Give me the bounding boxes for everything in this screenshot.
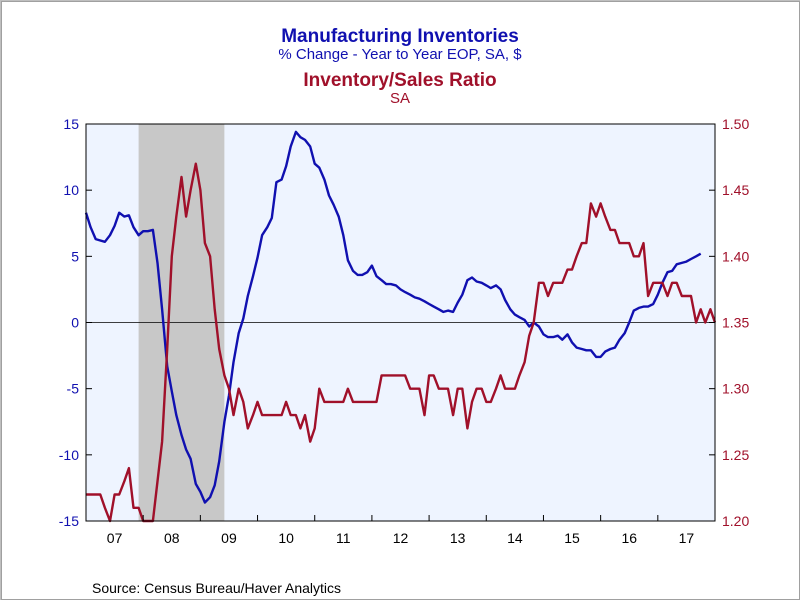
inventory-sales-ratio-line xyxy=(86,162,717,523)
left-tick-label: -5 xyxy=(67,381,80,397)
x-tick-label: 12 xyxy=(393,530,409,546)
right-tick-label: 1.30 xyxy=(722,381,749,397)
x-tick-label: 14 xyxy=(507,530,523,546)
left-tick-label: 10 xyxy=(63,182,79,198)
chart-subtitle-right: SA xyxy=(390,90,410,107)
x-tick-label: 16 xyxy=(621,530,637,546)
right-tick-label: 1.35 xyxy=(722,315,749,331)
x-tick-label: 10 xyxy=(278,530,294,546)
left-tick-label: -15 xyxy=(59,513,79,529)
chart-subtitle-left: % Change - Year to Year EOP, SA, $ xyxy=(278,46,522,63)
left-tick-label: 0 xyxy=(71,315,79,331)
x-tick-label: 11 xyxy=(336,530,351,546)
x-tick-label: 08 xyxy=(164,530,180,546)
series-layer xyxy=(84,130,717,523)
chart-title-right: Inventory/Sales Ratio xyxy=(303,70,496,91)
x-tick-label: 09 xyxy=(221,530,237,546)
right-tick-label: 1.45 xyxy=(722,182,749,198)
x-tick-label: 13 xyxy=(450,530,466,546)
left-axis: 15 10 5 0 -5 -10 -15 xyxy=(59,116,92,529)
right-axis: 1.50 1.45 1.40 1.35 1.30 1.25 1.20 xyxy=(709,116,749,529)
x-tick-label: 15 xyxy=(564,530,580,546)
right-tick-label: 1.50 xyxy=(722,116,749,132)
right-tick-label: 1.20 xyxy=(722,513,749,529)
left-tick-label: -10 xyxy=(59,447,79,463)
source-note: Source: Census Bureau/Haver Analytics xyxy=(92,580,341,596)
left-tick-label: 15 xyxy=(63,116,79,132)
x-tick-label: 17 xyxy=(679,530,695,546)
right-tick-label: 1.25 xyxy=(722,447,749,463)
x-axis: 07 08 09 10 11 12 13 14 15 16 17 xyxy=(85,515,716,546)
left-tick-label: 5 xyxy=(71,248,79,264)
inventories-yoy-line xyxy=(84,130,702,504)
chart-title-left: Manufacturing Inventories xyxy=(281,26,519,47)
right-tick-label: 1.40 xyxy=(722,248,749,264)
x-tick-label: 07 xyxy=(107,530,123,546)
